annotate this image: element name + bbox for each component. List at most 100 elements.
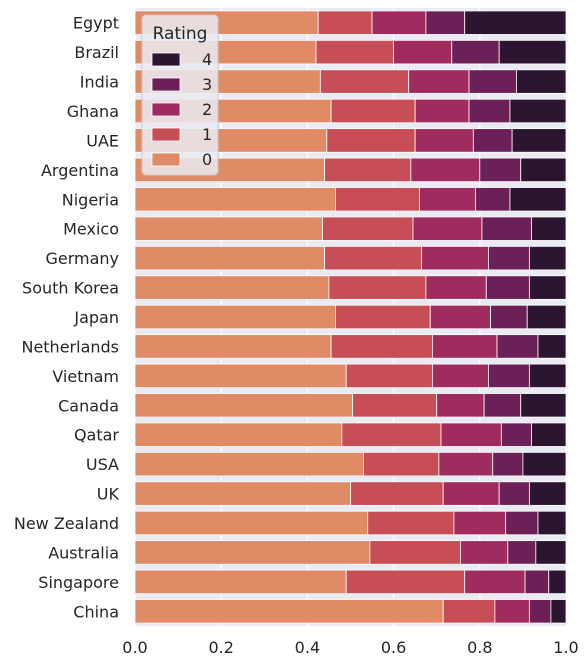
y-tick-label: Qatar: [74, 426, 119, 445]
bar-segment-egypt-rating-3: [425, 10, 466, 35]
bar-segment-south-korea-rating-0: [134, 275, 330, 300]
bar-segment-uk-rating-3: [498, 481, 530, 506]
legend-label-rating-0: 0: [202, 150, 212, 169]
x-tick-label: 1.0: [553, 638, 578, 657]
y-tick-label: China: [73, 602, 119, 621]
bar-segment-singapore-rating-3: [524, 569, 550, 595]
bar-segment-nigeria-rating-3: [475, 187, 511, 212]
bar-segment-vietnam-rating-3: [488, 363, 530, 389]
bar-segment-mexico-rating-3: [481, 216, 532, 241]
bar-segment-egypt-rating-1: [317, 10, 373, 35]
bar-segment-china-rating-1: [442, 599, 496, 624]
x-tick-label: 0.2: [208, 638, 233, 657]
bar-segment-ghana-rating-1: [330, 98, 416, 124]
y-tick-label: Japan: [73, 308, 119, 327]
legend-swatch-rating-0: [151, 152, 181, 167]
bar-segment-vietnam-rating-4: [528, 363, 567, 389]
bar-segment-new-zealand-rating-2: [453, 510, 507, 536]
bar-segment-india-rating-1: [319, 69, 410, 94]
bar-segment-australia-rating-2: [460, 540, 509, 565]
bar-segment-uk-rating-1: [350, 481, 444, 506]
bar-segment-qatar-rating-1: [341, 422, 442, 447]
bar-segment-ghana-rating-4: [509, 98, 567, 124]
bar-segment-usa-rating-2: [438, 451, 494, 477]
y-tick-label: Singapore: [38, 573, 119, 592]
bar-segment-australia-rating-3: [507, 540, 537, 565]
bar-segment-canada-rating-3: [483, 393, 522, 418]
bar-segment-south-korea-rating-2: [425, 275, 487, 300]
y-tick-label: Netherlands: [21, 337, 119, 356]
bar-segment-japan-rating-1: [335, 304, 431, 330]
bar-segment-uae-rating-3: [472, 128, 513, 153]
x-tick-label: 0.6: [381, 638, 406, 657]
bar-segment-uk-rating-2: [442, 481, 500, 506]
y-tick-label: New Zealand: [14, 514, 119, 533]
y-tick-label: Australia: [48, 543, 119, 562]
bar-segment-south-korea-rating-1: [328, 275, 427, 300]
y-tick-label: Egypt: [73, 14, 119, 33]
bar-segment-new-zealand-rating-0: [134, 510, 369, 536]
bar-segment-usa-rating-1: [363, 451, 440, 477]
y-tick-label: UK: [97, 485, 120, 504]
bar-segment-australia-rating-1: [369, 540, 461, 565]
bar-segment-china-rating-0: [134, 599, 444, 624]
bar-segment-new-zealand-rating-3: [505, 510, 539, 536]
legend-swatch-rating-3: [151, 77, 181, 92]
y-tick-label: Nigeria: [62, 190, 119, 209]
legend-title: Rating: [153, 24, 208, 44]
bar-segment-singapore-rating-2: [464, 569, 526, 595]
bar-segment-netherlands-rating-2: [431, 334, 498, 359]
bar-segment-canada-rating-2: [436, 393, 485, 418]
bar-segment-nigeria-rating-2: [419, 187, 476, 212]
bar-segment-brazil-rating-2: [393, 39, 453, 65]
bar-segment-uae-rating-2: [414, 128, 474, 153]
bar-segment-india-rating-3: [468, 69, 517, 94]
legend-swatch-rating-2: [151, 102, 181, 117]
bar-segment-nigeria-rating-4: [509, 187, 567, 212]
bar-segment-australia-rating-0: [134, 540, 371, 565]
bar-segment-japan-rating-4: [526, 304, 567, 330]
bar-segment-netherlands-rating-3: [496, 334, 539, 359]
legend-swatch-rating-1: [151, 127, 181, 142]
bar-segment-uk-rating-0: [134, 481, 351, 506]
bar-segment-netherlands-rating-0: [134, 334, 332, 359]
bar-segment-germany-rating-4: [528, 245, 567, 271]
bar-segment-canada-rating-0: [134, 393, 354, 418]
bar-segment-usa-rating-3: [492, 451, 524, 477]
bar-segment-uk-rating-4: [528, 481, 567, 506]
bar-segment-argentina-rating-4: [520, 157, 567, 183]
y-tick-label: India: [80, 73, 119, 92]
y-tick-label: USA: [86, 455, 119, 474]
bar-segment-egypt-rating-2: [371, 10, 427, 35]
bar-segment-vietnam-rating-2: [431, 363, 489, 389]
bar-segment-new-zealand-rating-4: [537, 510, 567, 536]
bar-segment-japan-rating-2: [429, 304, 491, 330]
bar-segment-qatar-rating-4: [531, 422, 567, 447]
bar-segment-qatar-rating-3: [500, 422, 532, 447]
bar-segment-china-rating-4: [550, 599, 567, 624]
bar-segment-mexico-rating-2: [412, 216, 483, 241]
bar-segment-netherlands-rating-4: [537, 334, 567, 359]
bar-segment-singapore-rating-0: [134, 569, 347, 595]
bar-segment-mexico-rating-1: [322, 216, 414, 241]
bar-segment-canada-rating-1: [352, 393, 438, 418]
bar-segment-mexico-rating-0: [134, 216, 323, 241]
bar-segment-vietnam-rating-1: [345, 363, 433, 389]
bar-segment-netherlands-rating-1: [330, 334, 433, 359]
bar-segment-mexico-rating-4: [531, 216, 567, 241]
bar-segment-argentina-rating-1: [324, 157, 412, 183]
bar-segment-new-zealand-rating-1: [367, 510, 455, 536]
bar-segment-china-rating-3: [528, 599, 552, 624]
bar-segment-canada-rating-4: [520, 393, 567, 418]
bar-segment-uae-rating-4: [511, 128, 567, 153]
bar-segment-india-rating-4: [516, 69, 567, 94]
bar-segment-japan-rating-0: [134, 304, 336, 330]
bar-segment-germany-rating-2: [421, 245, 489, 271]
bar-segment-ghana-rating-3: [468, 98, 511, 124]
bar-segment-brazil-rating-4: [498, 39, 567, 65]
bar-segment-singapore-rating-4: [548, 569, 567, 595]
bar-segment-germany-rating-0: [134, 245, 326, 271]
bar-segment-uae-rating-1: [326, 128, 416, 153]
y-tick-label: Ghana: [67, 102, 119, 121]
